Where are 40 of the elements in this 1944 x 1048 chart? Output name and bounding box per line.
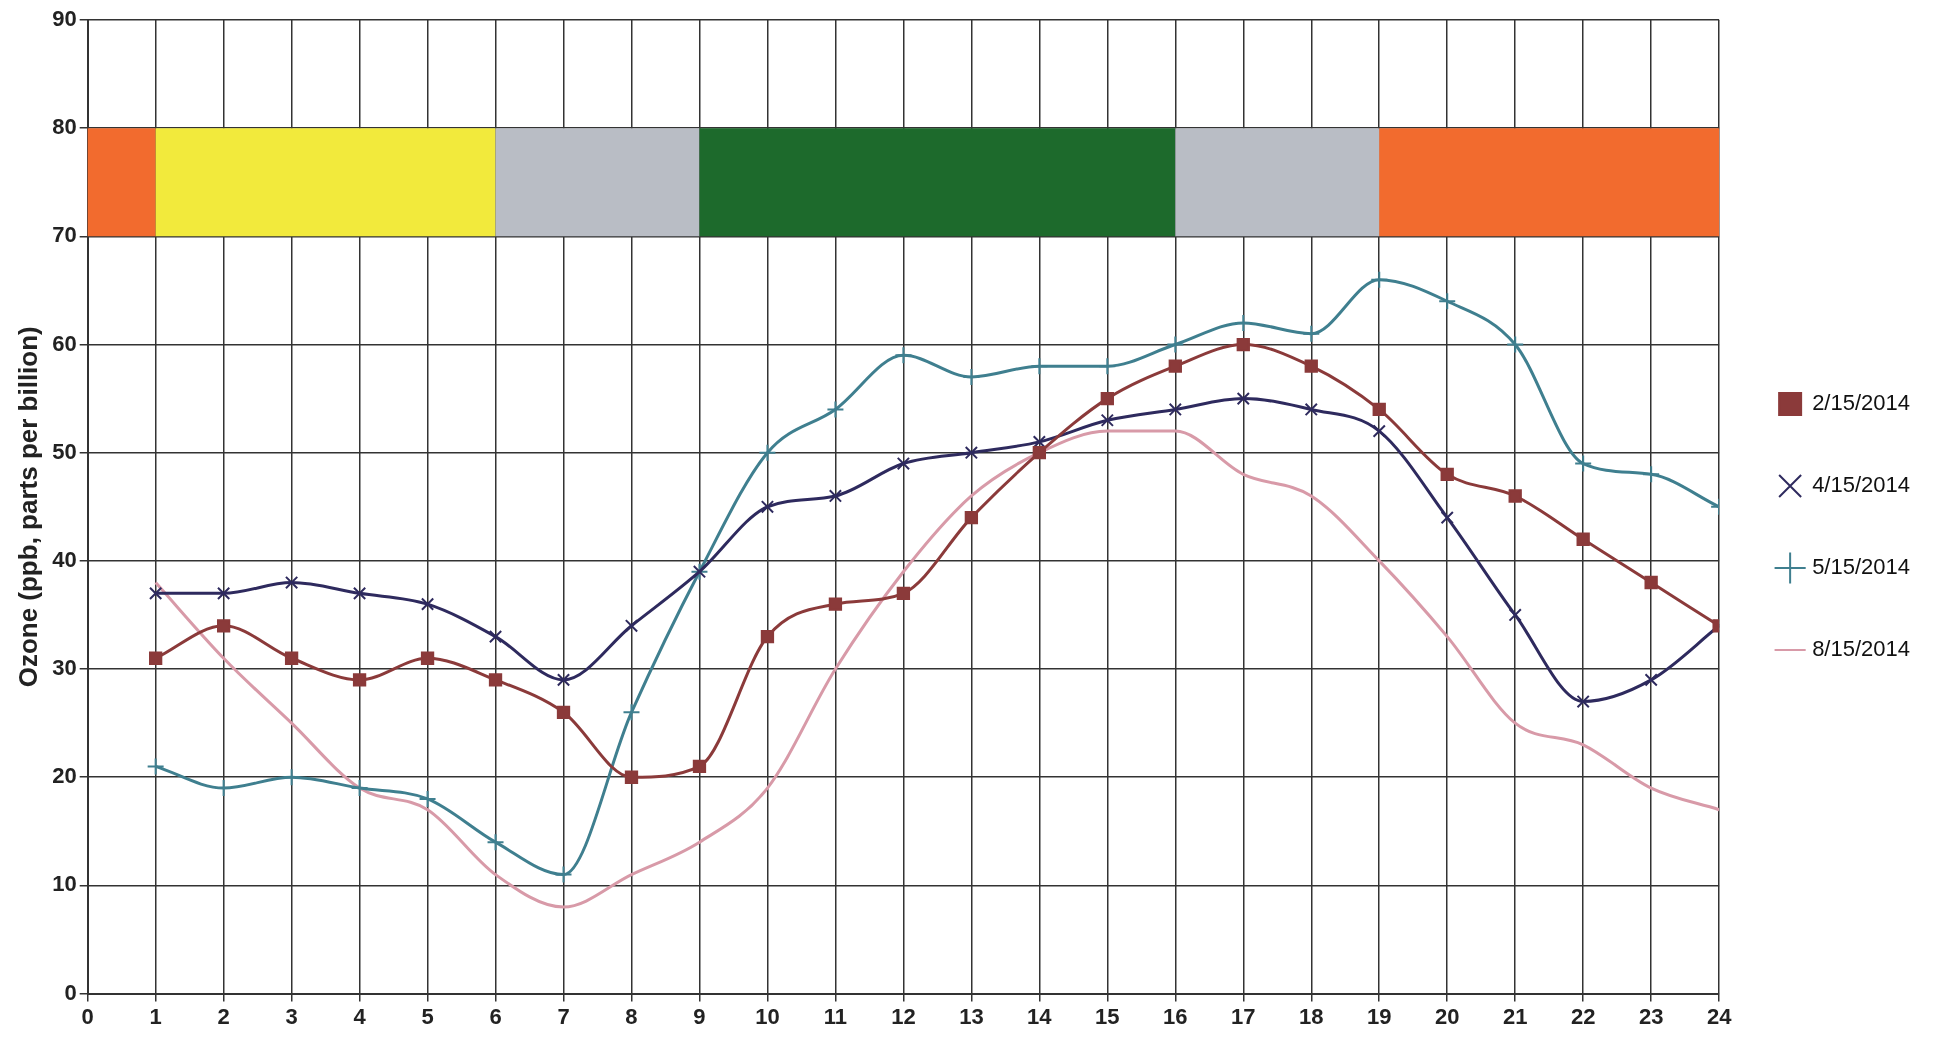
x-tick-label: 8 [625, 1003, 638, 1029]
y-tick-label: 10 [52, 871, 77, 897]
y-tick-label: 30 [52, 655, 77, 681]
x-tick-label: 22 [1570, 1003, 1596, 1029]
x-tick-label: 17 [1231, 1003, 1256, 1029]
x-tick-label: 4 [353, 1003, 367, 1029]
x-tick-label: 3 [285, 1003, 298, 1029]
x-tick-label: 1 [149, 1003, 162, 1029]
x-tick-label: 2 [217, 1003, 230, 1029]
x-tick-label: 19 [1367, 1003, 1392, 1029]
x-tick-label: 24 [1706, 1003, 1733, 1029]
y-tick-label: 90 [52, 6, 77, 32]
x-tick-label: 18 [1299, 1003, 1324, 1029]
legend-label: 2/15/2014 [1812, 390, 1910, 416]
x-tick-label: 9 [693, 1003, 706, 1029]
legend-label: 4/15/2014 [1812, 472, 1910, 498]
x-tick-label: 23 [1638, 1003, 1664, 1029]
x-tick-label: 21 [1502, 1003, 1528, 1029]
y-tick-label: 0 [64, 979, 77, 1005]
y-tick-label: 70 [52, 222, 77, 248]
x-tick-label: 20 [1434, 1003, 1460, 1029]
legend-label: 8/15/2014 [1812, 636, 1910, 662]
y-tick-label: 20 [52, 763, 77, 789]
x-tick-label: 12 [891, 1003, 916, 1029]
x-tick-label: 11 [823, 1003, 848, 1029]
x-tick-label: 13 [959, 1003, 984, 1029]
x-tick-label: 14 [1027, 1003, 1053, 1029]
x-tick-label: 16 [1163, 1003, 1188, 1029]
y-tick-label: 60 [52, 330, 77, 356]
y-tick-label: 80 [52, 114, 77, 140]
x-tick-label: 5 [421, 1003, 434, 1029]
y-tick-label: 40 [52, 546, 77, 572]
y-tick-label: 50 [52, 438, 77, 464]
x-tick-label: 15 [1095, 1003, 1120, 1029]
y-axis-title: Ozone (ppb, parts per billion) [12, 326, 43, 688]
x-tick-label: 0 [81, 1003, 94, 1029]
x-tick-label: 6 [489, 1003, 502, 1029]
legend-label: 5/15/2014 [1812, 554, 1910, 580]
x-tick-label: 7 [557, 1003, 570, 1029]
x-tick-label: 10 [755, 1003, 780, 1029]
